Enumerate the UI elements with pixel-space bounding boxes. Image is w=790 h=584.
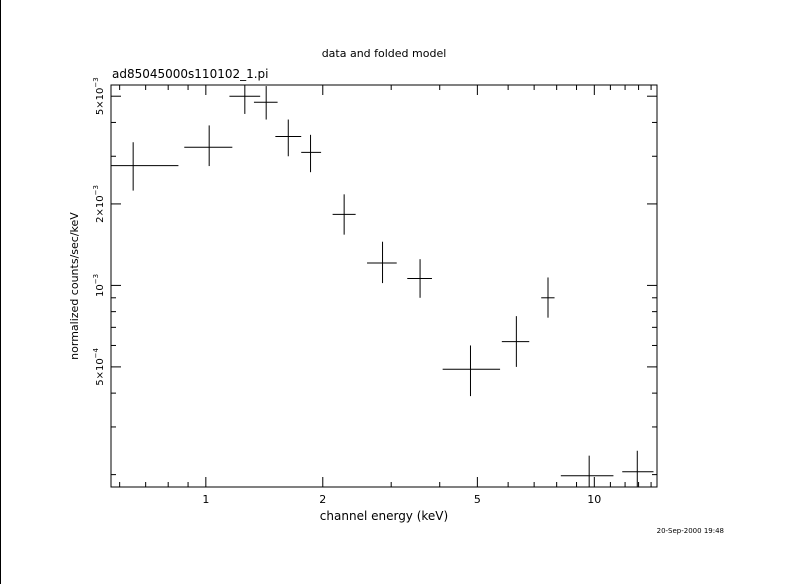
data-point (332, 194, 356, 235)
data-point (184, 125, 233, 167)
data-point (501, 316, 530, 367)
y-axis-ticks: 5×10−4 10−3 2×10−3 5×10−3 (92, 77, 657, 476)
data-point (560, 455, 614, 487)
plot-frame (110, 84, 658, 488)
svg-text:5×10−3: 5×10−3 (92, 77, 106, 115)
x-tick-label: 10 (587, 493, 601, 506)
x-axis-label: channel energy (keV) (320, 509, 448, 523)
data-point (301, 134, 322, 173)
data-point (275, 119, 302, 157)
svg-text:10−3: 10−3 (92, 274, 106, 297)
chart-subtitle: ad85045000s110102_1.pi (112, 67, 269, 81)
data-point (229, 85, 261, 114)
x-tick-label: 2 (319, 493, 326, 506)
y-tick-label: 2×10−3 (92, 185, 106, 223)
data-point (442, 345, 501, 397)
window-left-border (0, 0, 1, 584)
y-tick-label: 5×10−4 (92, 347, 106, 385)
chart-title: data and folded model (322, 47, 447, 60)
data-point (541, 277, 555, 318)
y-axis-label: normalized counts/sec/keV (68, 212, 81, 360)
y-tick-label: 5×10−3 (92, 77, 106, 115)
data-point (622, 450, 654, 487)
y-tick-label: 10−3 (92, 274, 106, 297)
svg-text:5×10−4: 5×10−4 (92, 347, 106, 385)
x-tick-label: 5 (474, 493, 481, 506)
data-point (111, 142, 179, 191)
data-point (407, 259, 432, 298)
x-axis-ticks: 1 2 5 10 (119, 85, 652, 506)
svg-text:2×10−3: 2×10−3 (92, 185, 106, 223)
data-points (111, 85, 654, 487)
data-point (253, 86, 278, 120)
timestamp: 20-Sep-2000 19:48 (657, 527, 724, 535)
x-tick-label: 1 (202, 493, 209, 506)
data-point (367, 241, 397, 284)
